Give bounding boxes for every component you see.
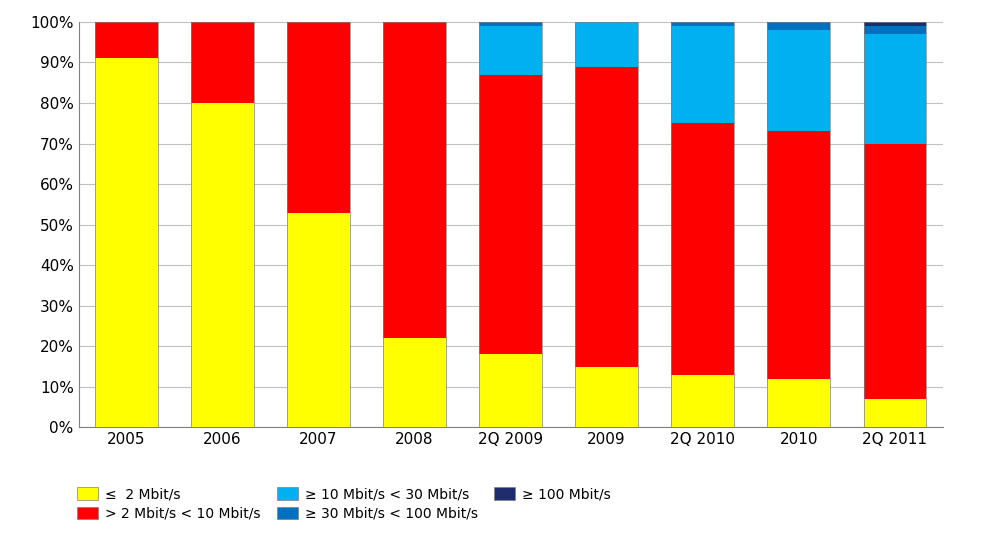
Bar xyxy=(191,22,253,103)
Bar xyxy=(288,213,350,427)
Bar xyxy=(479,355,542,427)
Bar xyxy=(768,30,830,132)
Bar xyxy=(575,22,638,66)
Bar xyxy=(768,22,830,30)
Bar xyxy=(863,22,926,26)
Bar xyxy=(863,144,926,399)
Bar xyxy=(479,22,542,427)
Bar xyxy=(575,367,638,427)
Bar xyxy=(95,22,158,59)
Bar xyxy=(768,22,830,427)
Bar xyxy=(768,132,830,379)
Bar xyxy=(863,22,926,427)
Bar xyxy=(672,26,734,123)
Bar xyxy=(191,103,253,427)
Bar xyxy=(575,22,638,427)
Bar xyxy=(479,22,542,26)
Bar xyxy=(383,338,446,427)
Bar xyxy=(672,375,734,427)
Bar xyxy=(479,75,542,355)
Bar xyxy=(288,22,350,213)
Bar xyxy=(383,22,446,338)
Bar xyxy=(672,22,734,427)
Bar xyxy=(863,34,926,144)
Bar xyxy=(191,22,253,427)
Bar xyxy=(479,26,542,75)
Bar xyxy=(288,22,350,427)
Bar xyxy=(863,26,926,34)
Bar xyxy=(672,123,734,375)
Bar xyxy=(863,399,926,427)
Bar xyxy=(768,379,830,427)
Bar xyxy=(672,22,734,26)
Bar xyxy=(383,22,446,427)
Bar xyxy=(575,66,638,367)
Bar xyxy=(95,22,158,427)
Bar xyxy=(95,59,158,427)
Legend: ≤  2 Mbit/s, > 2 Mbit/s < 10 Mbit/s, ≥ 10 Mbit/s < 30 Mbit/s, ≥ 30 Mbit/s < 100 : ≤ 2 Mbit/s, > 2 Mbit/s < 10 Mbit/s, ≥ 10… xyxy=(77,487,611,521)
